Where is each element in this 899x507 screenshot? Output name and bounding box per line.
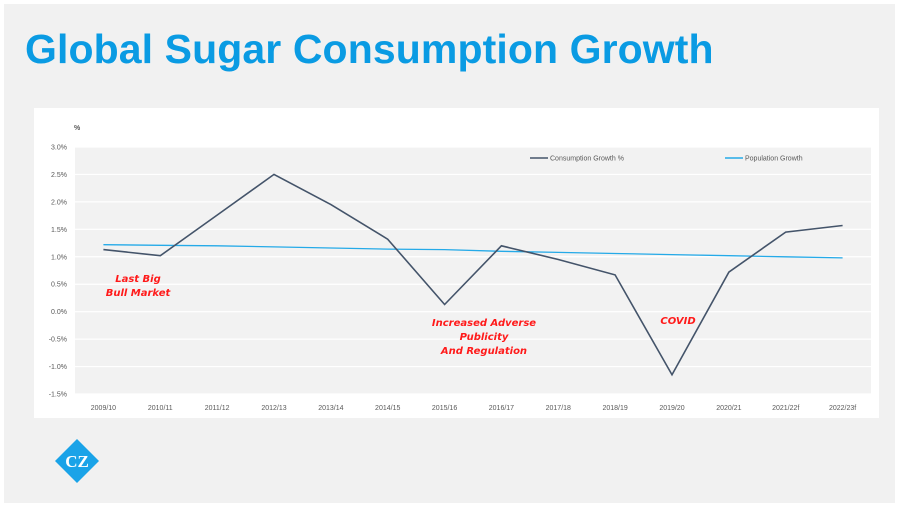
x-tick-label: 2010/11 <box>148 405 173 412</box>
x-tick-label: 2018/19 <box>602 405 627 412</box>
slide: Global Sugar Consumption Growth % 3.0% 2.5… <box>4 4 895 503</box>
annotation-text: Last Big <box>115 274 161 285</box>
x-tick-label: 2016/17 <box>489 405 514 412</box>
y-tick-label: 1.5% <box>51 227 67 234</box>
cz-logo-icon: CZ <box>55 439 99 483</box>
cz-logo: CZ <box>54 438 100 484</box>
x-tick-label: 2014/15 <box>375 405 400 412</box>
annotation-text: COVID <box>660 316 695 327</box>
y-tick-label: 0.0% <box>51 309 67 316</box>
y-tick-label: -1.5% <box>49 392 67 399</box>
x-tick-label: 2020/21 <box>716 405 741 412</box>
series-line-population-growth <box>103 244 843 259</box>
annotation-text: Bull Market <box>106 288 172 299</box>
plot-area <box>75 147 871 394</box>
logo-text: CZ <box>65 452 89 471</box>
y-axis-label: % <box>74 125 81 132</box>
annotation-text: Increased Adverse <box>432 318 536 329</box>
x-tick-label: 2013/14 <box>318 405 343 412</box>
legend-label-population-growth: Population Growth <box>745 156 803 163</box>
x-tick-label: 2022/23f <box>829 405 856 412</box>
x-tick-label: 2012/13 <box>261 405 286 412</box>
x-tick-label: 2017/18 <box>546 405 571 412</box>
x-tick-label: 2019/20 <box>659 405 684 412</box>
legend-label-consumption-growth: Consumption Growth % <box>550 156 624 163</box>
y-tick-label: 0.5% <box>51 282 67 289</box>
chart-container: % 3.0% 2.5% 2.0% 1.5% 1.0% 0.5% 0.0% -0.5% -1.0% -… <box>34 108 879 418</box>
series-line-consumption-growth <box>103 173 843 377</box>
x-tick-label: 2011/12 <box>205 405 230 412</box>
x-tick-label: 2009/10 <box>91 405 116 412</box>
y-tick-label: 2.5% <box>51 172 67 179</box>
annotation-text: And Regulation <box>440 346 527 357</box>
slide-title: Global Sugar Consumption Growth <box>25 26 714 72</box>
logo-diamond <box>55 439 99 483</box>
y-tick-label: 1.0% <box>51 254 67 261</box>
y-tick-label: -0.5% <box>49 337 67 344</box>
x-tick-label: 2021/22f <box>772 405 799 412</box>
y-tick-label: -1.0% <box>49 364 67 371</box>
line-chart: % 3.0% 2.5% 2.0% 1.5% 1.0% 0.5% 0.0% -0.5% -1.0% -… <box>49 125 871 412</box>
annotation-text: Publicity <box>460 332 509 343</box>
y-tick-label: 3.0% <box>51 145 67 152</box>
y-tick-label: 2.0% <box>51 199 67 206</box>
x-tick-label: 2015/16 <box>432 405 457 412</box>
